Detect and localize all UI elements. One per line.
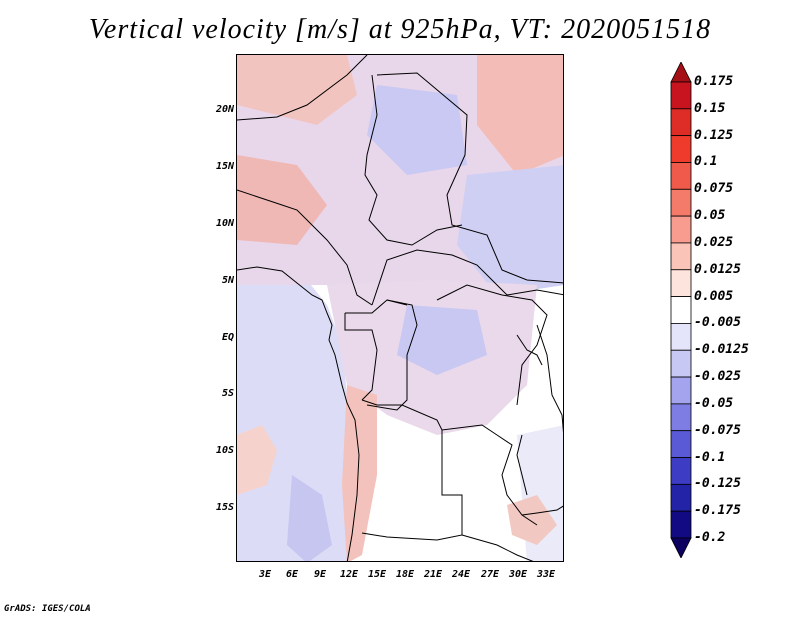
colorbar-label: -0.175 — [694, 503, 741, 519]
colorbar-segment — [670, 403, 692, 432]
x-tick-label-15e: 15E — [367, 569, 387, 580]
border-line — [436, 284, 548, 406]
colorbar-label: -0.025 — [694, 369, 741, 385]
northeast-red-patch — [477, 55, 563, 175]
x-tick-label-27e: 27E — [480, 569, 500, 580]
colorbar-segment — [670, 296, 692, 324]
border-line — [371, 249, 563, 306]
x-tick-label-12e: 12E — [339, 569, 359, 580]
colorbar-label: 0.025 — [694, 234, 734, 250]
east-blue-patch — [457, 165, 563, 295]
north-blue-patch — [367, 85, 467, 175]
colorbar-label: 0.075 — [694, 181, 734, 197]
colorbar-label: 0.05 — [694, 208, 726, 224]
colorbar-label: 0.005 — [694, 288, 734, 304]
colorbar — [670, 62, 692, 558]
x-tick-label-9e: 9E — [313, 569, 327, 580]
y-tick-label-5n: 5N — [221, 275, 234, 286]
x-tick-label-3e: 3E — [258, 569, 272, 580]
colorbar-label: 0.1 — [694, 154, 718, 170]
colorbar-label: 0.125 — [694, 127, 734, 143]
colorbar-label: -0.075 — [694, 422, 741, 438]
colorbar-top-arrow — [670, 62, 692, 83]
colorbar-label: -0.2 — [694, 530, 726, 545]
plot-title: Vertical velocity [m/s] at 925hPa, VT: 2… — [88, 14, 712, 45]
colorbar-segment — [670, 242, 692, 271]
colorbar-segment — [670, 269, 692, 297]
north-red-patch — [237, 55, 357, 125]
colorbar-bottom-arrow — [670, 537, 692, 558]
border-line — [237, 55, 368, 121]
x-tick-label-33e: 33E — [536, 569, 556, 580]
colorbar-segment — [670, 135, 692, 163]
ocean-blue-dark — [287, 475, 332, 561]
border-line — [376, 72, 563, 284]
colorbar-segment — [670, 323, 692, 351]
velocity-field — [237, 55, 563, 561]
y-tick-label-10s: 10S — [215, 445, 234, 456]
border-line — [237, 189, 373, 306]
border-line — [461, 534, 534, 561]
coastline — [237, 266, 543, 561]
colorbar-segment — [670, 483, 692, 512]
colorbar-segment — [670, 376, 692, 405]
x-tick-label-6e: 6E — [285, 569, 299, 580]
map-panel — [236, 54, 564, 562]
colorbar-label: -0.0125 — [694, 342, 749, 358]
colorbar-label: -0.125 — [694, 476, 741, 492]
x-tick-label-18e: 18E — [395, 569, 415, 580]
border-line — [361, 399, 498, 436]
ocean-blue-region — [237, 265, 357, 561]
border-line — [496, 434, 538, 526]
colorbar-label: -0.05 — [694, 395, 734, 411]
colorbar-label: 0.175 — [694, 74, 734, 89]
map-svg — [237, 55, 563, 561]
colorbar-segment — [670, 457, 692, 485]
colorbar-label: 0.15 — [694, 100, 726, 116]
colorbar-label: 0.0125 — [694, 261, 741, 277]
x-tick-label-24e: 24E — [451, 569, 471, 580]
border-line — [536, 324, 563, 433]
grads-credit: GrADS: IGES/COLA — [4, 604, 91, 614]
colorbar-segment — [670, 188, 692, 217]
colorbar-segment — [670, 430, 692, 458]
y-tick-label-20n: 20N — [215, 104, 234, 115]
colorbar-segment — [670, 349, 692, 378]
y-tick-label-10n: 10N — [215, 218, 234, 229]
y-tick-label-eq: EQ — [221, 332, 234, 343]
x-tick-label-30e: 30E — [508, 569, 528, 580]
west-red-patch — [237, 155, 327, 245]
lake-shore — [516, 334, 543, 366]
border-line — [366, 299, 418, 411]
lake-shore — [516, 434, 528, 496]
colorbar-segment — [670, 215, 692, 244]
border-line — [521, 505, 563, 516]
y-tick-label-15n: 15N — [215, 161, 234, 172]
colorbar-segment — [670, 510, 692, 539]
country-borders — [237, 55, 563, 561]
y-tick-label-5s: 5S — [221, 388, 234, 399]
coast-red-strip — [342, 385, 377, 561]
border-line — [344, 313, 378, 401]
south-red-patch — [507, 495, 557, 545]
colorbar-segment — [670, 81, 692, 110]
colorbar-segment — [670, 162, 692, 190]
central-blue-patch — [397, 305, 487, 375]
coastline-west — [237, 266, 360, 561]
ocean-pink-patch — [237, 425, 277, 495]
colorbar-segment — [670, 108, 692, 137]
colorbar-label: -0.005 — [694, 315, 741, 331]
colorbar-label: -0.1 — [694, 449, 726, 465]
colorbar-segments — [670, 62, 692, 558]
y-tick-label-15s: 15S — [215, 502, 234, 513]
border-line — [364, 74, 463, 246]
x-tick-label-21e: 21E — [423, 569, 443, 580]
